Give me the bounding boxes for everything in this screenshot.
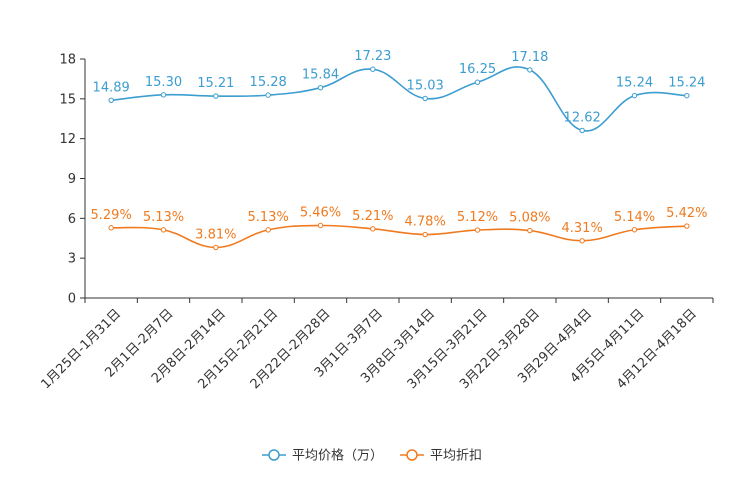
series-lines [108, 66, 690, 251]
legend-marker [406, 449, 418, 461]
data-point [579, 238, 585, 244]
data-point [317, 222, 324, 229]
y-tick-label: 9 [68, 172, 76, 187]
data-label: 5.13% [143, 210, 184, 225]
data-label: 5.13% [248, 210, 289, 225]
data-label: 17.18 [511, 50, 548, 65]
data-point [684, 92, 690, 99]
data-label: 5.21% [352, 209, 393, 224]
legend-marker [268, 449, 280, 461]
data-label: 15.28 [250, 75, 287, 90]
y-tick-label: 12 [59, 132, 76, 147]
data-label: 16.25 [459, 62, 496, 77]
series-line-2 [111, 224, 687, 249]
data-label: 15.03 [407, 78, 444, 93]
data-point [370, 226, 376, 232]
data-label: 15.24 [668, 76, 705, 91]
data-point [422, 95, 428, 102]
data-point [160, 227, 167, 233]
data-label: 4.31% [562, 221, 603, 236]
data-point [684, 223, 690, 229]
data-point [631, 92, 638, 99]
data-point [213, 93, 219, 99]
legend-label: 平均折扣 [430, 449, 482, 464]
data-label: 5.08% [509, 211, 550, 226]
data-label: 5.29% [91, 208, 132, 223]
data-point [370, 66, 376, 72]
data-point [631, 227, 638, 233]
data-label: 12.62 [564, 110, 601, 125]
y-tick-label: 15 [59, 92, 76, 107]
data-label: 5.12% [457, 210, 498, 225]
data-label: 15.84 [302, 68, 339, 83]
data-label: 5.42% [666, 206, 707, 221]
y-tick-label: 6 [68, 212, 76, 227]
legend: 平均价格（万） 平均折扣 [262, 448, 482, 464]
data-point [527, 67, 533, 73]
data-labels: 14.89 15.30 15.21 15.28 15.84 17.23 15.03 16.25… [91, 49, 708, 242]
data-label: 5.14% [614, 210, 655, 225]
y-tick-label: 0 [68, 292, 76, 307]
y-tick-label: 3 [68, 252, 76, 267]
data-point [422, 231, 428, 238]
data-label: 15.24 [616, 76, 653, 91]
data-point [265, 92, 271, 98]
data-point [108, 225, 114, 231]
y-tick-label: 18 [59, 53, 76, 68]
legend-label: 平均价格（万） [292, 448, 383, 464]
data-point [474, 227, 481, 233]
data-point [265, 227, 271, 233]
data-label: 15.30 [145, 75, 182, 90]
data-point [474, 79, 481, 85]
data-label: 4.78% [405, 215, 446, 230]
data-label: 3.81% [195, 227, 236, 242]
data-point [317, 84, 324, 91]
data-point [213, 244, 219, 251]
data-point [160, 92, 167, 98]
data-point [579, 127, 585, 134]
data-label: 15.21 [197, 76, 234, 91]
data-point [108, 97, 114, 103]
data-label: 14.89 [93, 80, 130, 95]
data-label: 5.46% [300, 206, 341, 221]
data-label: 17.23 [354, 49, 391, 64]
data-point [527, 227, 533, 234]
